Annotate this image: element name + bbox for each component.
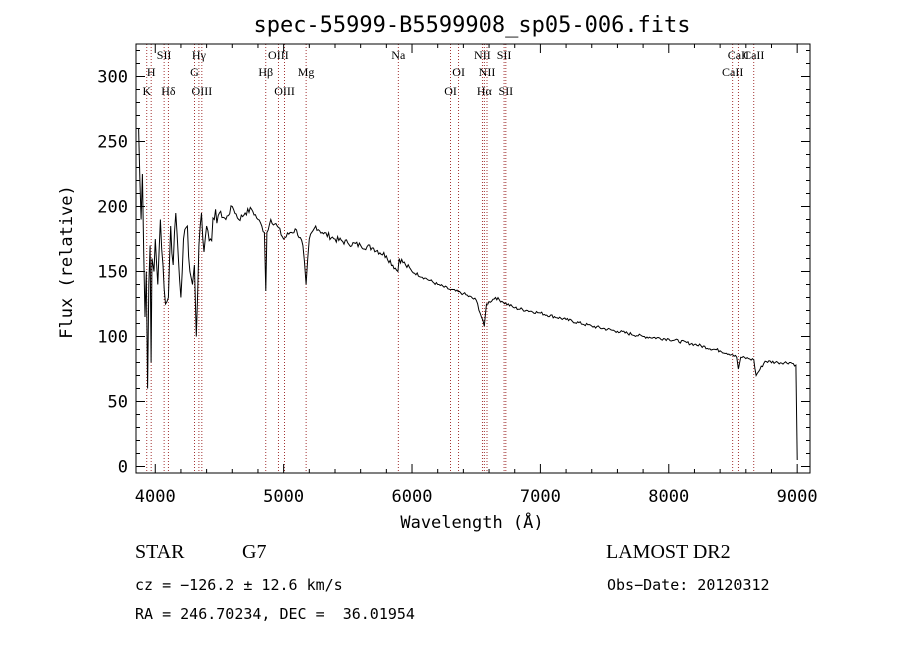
line-label-17: SII — [497, 48, 512, 62]
x-tick-label-2: 6000 — [392, 487, 433, 507]
y-tick-label-5: 250 — [97, 133, 128, 153]
x-axis: 4000 5000 6000 7000 8000 9000 — [135, 44, 818, 507]
line-label-8: OIII — [268, 48, 289, 62]
line-label-15: NII — [479, 65, 496, 79]
line-label-4: Hγ — [192, 48, 207, 62]
line-label-2: SII — [157, 48, 172, 62]
line-label-10: Mg — [298, 65, 315, 79]
ra-dec-coordinates: RA = 246.70234, DEC = 36.01954 — [135, 605, 415, 623]
line-label-7: Hβ — [258, 65, 273, 79]
line-label-11: Na — [391, 48, 406, 62]
y-tick-label-6: 300 — [97, 68, 128, 88]
y-tick-label-1: 50 — [108, 393, 128, 413]
line-label-18: SII — [499, 84, 514, 98]
y-tick-label-4: 200 — [97, 198, 128, 218]
line-label-1: H — [147, 65, 156, 79]
line-label-14: NII — [474, 48, 491, 62]
line-label-13: OI — [452, 65, 465, 79]
spectral-line-markers — [146, 44, 755, 473]
y-tick-label-0: 0 — [118, 458, 128, 478]
line-label-19: CaII — [722, 65, 743, 79]
x-tick-label-5: 9000 — [777, 487, 818, 507]
line-label-16: Hα — [477, 84, 493, 98]
observation-date: Obs−Date: 20120312 — [607, 576, 770, 594]
x-tick-label-0: 4000 — [135, 487, 176, 507]
x-tick-label-4: 8000 — [648, 487, 689, 507]
line-label-0: K — [142, 84, 151, 98]
y-axis: 0 50 100 150 200 250 300 — [97, 50, 810, 478]
line-label-20: CaII — [728, 48, 749, 62]
survey-name: LAMOST DR2 — [606, 541, 731, 563]
x-axis-label: Wavelength (Å) — [400, 511, 543, 533]
redshift-cz: cz = −126.2 ± 12.6 km/s — [135, 576, 343, 594]
chart-title: spec-55999-B5599908_sp05-006.fits — [253, 13, 690, 38]
y-tick-label-3: 150 — [97, 263, 128, 283]
y-axis-label: Flux (relative) — [57, 185, 77, 339]
x-tick-label-3: 7000 — [520, 487, 561, 507]
y-tick-label-2: 100 — [97, 328, 128, 348]
line-label-21: CaII — [743, 48, 764, 62]
spectral-line-labels: KHSIIHδHγGOIIIHβOIIIOIIIMgNaOIOINIINIIHα… — [142, 48, 764, 98]
spectrum-series-line — [138, 128, 798, 461]
x-tick-label-1: 5000 — [263, 487, 304, 507]
line-label-12: OI — [444, 84, 457, 98]
object-subclass: G7 — [242, 541, 266, 563]
line-label-9: OIII — [274, 84, 295, 98]
line-label-5: G — [190, 65, 199, 79]
line-label-6: OIII — [192, 84, 213, 98]
plot-frame — [135, 43, 811, 474]
object-class: STAR — [135, 541, 185, 563]
line-label-3: Hδ — [161, 84, 176, 98]
